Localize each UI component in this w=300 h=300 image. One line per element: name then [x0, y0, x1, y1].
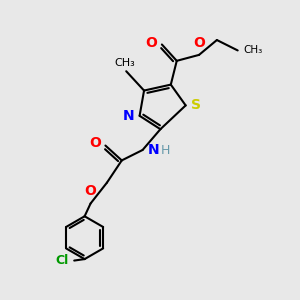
- Text: N: N: [148, 143, 160, 157]
- Text: CH₃: CH₃: [243, 45, 262, 56]
- Text: S: S: [191, 98, 201, 112]
- Text: N: N: [123, 109, 134, 123]
- Text: O: O: [146, 36, 158, 50]
- Text: O: O: [89, 136, 101, 150]
- Text: O: O: [193, 35, 205, 50]
- Text: CH₃: CH₃: [114, 58, 135, 68]
- Text: H: H: [161, 143, 170, 157]
- Text: O: O: [85, 184, 97, 198]
- Text: Cl: Cl: [55, 254, 68, 267]
